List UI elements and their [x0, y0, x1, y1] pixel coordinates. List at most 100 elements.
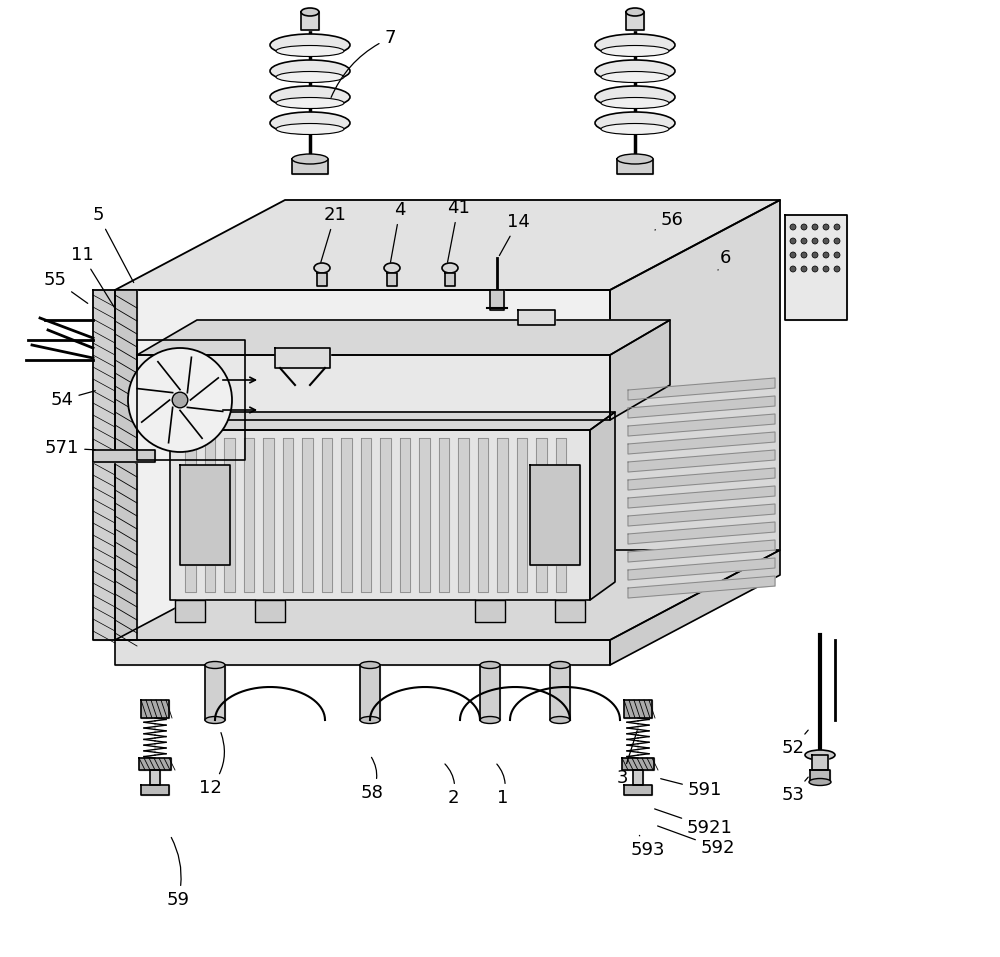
Polygon shape [292, 159, 328, 174]
Polygon shape [380, 438, 391, 592]
Ellipse shape [480, 717, 500, 723]
Text: 52: 52 [782, 730, 808, 757]
Ellipse shape [601, 46, 669, 56]
Polygon shape [628, 432, 775, 454]
Polygon shape [556, 438, 566, 592]
Circle shape [801, 224, 807, 230]
Circle shape [834, 252, 840, 258]
Ellipse shape [805, 750, 835, 760]
Ellipse shape [276, 98, 344, 108]
Polygon shape [628, 468, 775, 490]
Polygon shape [480, 665, 500, 720]
Polygon shape [628, 540, 775, 562]
Polygon shape [458, 438, 469, 592]
Circle shape [834, 266, 840, 272]
Polygon shape [628, 576, 775, 598]
Polygon shape [628, 450, 775, 472]
Circle shape [812, 252, 818, 258]
Text: 5: 5 [92, 206, 134, 282]
Text: 3: 3 [616, 730, 637, 787]
Polygon shape [478, 438, 488, 592]
Polygon shape [810, 770, 830, 782]
Polygon shape [302, 438, 313, 592]
Polygon shape [628, 396, 775, 418]
Polygon shape [283, 438, 293, 592]
Text: 59: 59 [166, 837, 190, 909]
Circle shape [790, 266, 796, 272]
Polygon shape [610, 200, 780, 640]
Circle shape [801, 252, 807, 258]
Polygon shape [628, 414, 775, 436]
Text: 4: 4 [390, 201, 406, 262]
Polygon shape [275, 348, 330, 368]
Polygon shape [438, 438, 449, 592]
Circle shape [812, 266, 818, 272]
Ellipse shape [276, 123, 344, 135]
Polygon shape [175, 600, 205, 622]
Text: 54: 54 [50, 390, 95, 409]
Ellipse shape [292, 154, 328, 164]
Text: 53: 53 [782, 777, 808, 804]
Ellipse shape [601, 123, 669, 135]
Polygon shape [628, 486, 775, 508]
Polygon shape [633, 770, 643, 785]
Polygon shape [624, 785, 652, 795]
Polygon shape [93, 290, 115, 640]
Polygon shape [244, 438, 254, 592]
Polygon shape [628, 558, 775, 580]
Text: 21: 21 [321, 206, 346, 262]
Ellipse shape [205, 661, 225, 669]
Polygon shape [555, 600, 585, 622]
Polygon shape [93, 450, 155, 462]
Text: 2: 2 [445, 764, 459, 807]
Text: 571: 571 [45, 439, 95, 457]
Polygon shape [785, 215, 847, 320]
Polygon shape [263, 438, 274, 592]
Polygon shape [624, 700, 652, 718]
Polygon shape [317, 273, 327, 286]
Polygon shape [137, 355, 610, 420]
Ellipse shape [442, 263, 458, 273]
Text: 56: 56 [655, 211, 683, 230]
Circle shape [823, 238, 829, 244]
Ellipse shape [595, 60, 675, 82]
Polygon shape [205, 438, 215, 592]
Ellipse shape [550, 717, 570, 723]
Polygon shape [341, 438, 352, 592]
Polygon shape [626, 12, 644, 30]
Polygon shape [628, 378, 775, 400]
Polygon shape [185, 438, 196, 592]
Ellipse shape [601, 72, 669, 82]
Ellipse shape [205, 717, 225, 723]
Polygon shape [360, 438, 371, 592]
Polygon shape [115, 200, 780, 290]
Circle shape [790, 224, 796, 230]
Ellipse shape [626, 8, 644, 16]
Polygon shape [550, 665, 570, 720]
Circle shape [834, 238, 840, 244]
Polygon shape [360, 665, 380, 720]
Polygon shape [115, 640, 610, 665]
Circle shape [812, 224, 818, 230]
Text: 12: 12 [199, 733, 224, 797]
Polygon shape [445, 273, 455, 286]
Polygon shape [387, 273, 397, 286]
Polygon shape [536, 438, 547, 592]
Polygon shape [322, 438, 332, 592]
Polygon shape [139, 758, 171, 770]
Ellipse shape [595, 112, 675, 134]
Ellipse shape [314, 263, 330, 273]
Polygon shape [518, 310, 555, 325]
Polygon shape [255, 600, 285, 622]
Circle shape [823, 224, 829, 230]
Ellipse shape [270, 60, 350, 82]
Polygon shape [419, 438, 430, 592]
Polygon shape [610, 550, 780, 665]
Ellipse shape [276, 46, 344, 56]
Ellipse shape [384, 263, 400, 273]
Polygon shape [628, 522, 775, 544]
Polygon shape [490, 290, 504, 310]
Circle shape [823, 252, 829, 258]
Ellipse shape [270, 86, 350, 108]
Polygon shape [115, 550, 780, 640]
